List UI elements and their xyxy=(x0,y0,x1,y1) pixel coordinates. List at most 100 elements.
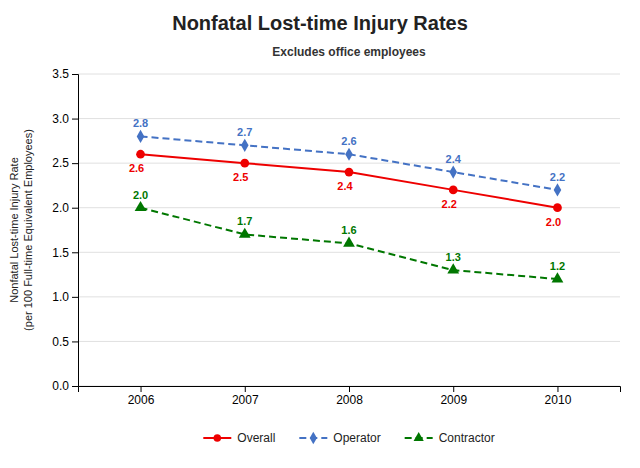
data-label: 2.2 xyxy=(550,171,565,183)
data-label: 2.8 xyxy=(133,117,148,129)
y-tick: 3.5 xyxy=(52,67,78,81)
line xyxy=(141,208,558,279)
legend-item: Contractor xyxy=(405,431,495,445)
data-label: 1.2 xyxy=(550,260,565,272)
x-tick-mark xyxy=(453,386,454,392)
data-label: 1.3 xyxy=(446,251,461,263)
plot-area: 2006 2007 2008 2009 2010 0.0 0.5 1.0 1.5 2.0 2.5 3.… xyxy=(52,67,620,406)
x-tick-label: 2006 xyxy=(128,393,155,407)
marks xyxy=(135,130,564,283)
marker xyxy=(343,237,355,247)
legend-symbol xyxy=(310,432,317,444)
y-axis-title-line: (per 100 Full-time Equivalent Employees) xyxy=(22,129,34,331)
y-axis-title: Nonfatal Lost-time Injury Rate(per 100 F… xyxy=(8,129,34,331)
data-label: 2.2 xyxy=(442,198,457,210)
data-label: 2.6 xyxy=(341,135,356,147)
x-tick-label: 2007 xyxy=(232,393,259,407)
y-axis-title-line: Nonfatal Lost-time Injury Rate xyxy=(8,157,20,303)
y-tick-label: 3.0 xyxy=(52,112,69,126)
grid-line xyxy=(78,118,620,119)
legend-symbol xyxy=(414,432,424,441)
legend-symbol xyxy=(214,434,222,442)
legend-label: Overall xyxy=(237,431,275,445)
y-tick: 1.0 xyxy=(52,290,78,304)
legend-item: Operator xyxy=(299,431,380,445)
data-label: 2.0 xyxy=(133,189,148,201)
x-tick: 2010 xyxy=(545,386,572,407)
marker xyxy=(553,203,562,212)
y-tick: 0.5 xyxy=(52,335,78,349)
marker xyxy=(239,228,251,238)
y-tick: 3.0 xyxy=(52,112,78,126)
subtitle: Excludes office employees xyxy=(272,45,426,59)
legend: Overall Operator Contractor xyxy=(203,431,494,445)
data-label: 2.4 xyxy=(337,180,353,192)
marker xyxy=(240,159,249,168)
data-labels: 2.6 2.5 2.4 2.2 2.0 2.8 2.7 2.6 2.4 2.2 2.0 1.7 1.6 1… xyxy=(129,117,565,272)
y-tick-label: 3.5 xyxy=(52,67,69,81)
y-tick-label: 1.5 xyxy=(52,246,69,260)
y-tick-label: 2.5 xyxy=(52,156,69,170)
y-tick-mark xyxy=(72,341,78,342)
marker xyxy=(345,168,354,177)
y-tick-mark xyxy=(72,74,78,75)
y-tick: 2.5 xyxy=(52,156,78,170)
marker xyxy=(449,186,458,195)
x-tick-mark xyxy=(245,386,246,392)
x-tick: 2007 xyxy=(232,386,259,407)
grid-line xyxy=(78,252,620,253)
grid-line xyxy=(78,296,620,297)
x-tick: 2008 xyxy=(336,386,363,407)
y-tick-mark xyxy=(72,163,78,164)
grid xyxy=(78,74,620,386)
y-tick: 2.0 xyxy=(52,201,78,215)
legend-label: Contractor xyxy=(439,431,495,445)
x-tick: 2006 xyxy=(128,386,155,407)
y-tick: 0.0 xyxy=(52,379,78,393)
y-tick: 1.5 xyxy=(52,246,78,260)
grid-line xyxy=(78,74,620,75)
y-tick-label: 1.0 xyxy=(52,290,69,304)
data-label: 2.4 xyxy=(446,153,462,165)
legend-label: Operator xyxy=(333,431,380,445)
y-tick-label: 0.0 xyxy=(52,379,69,393)
x-tick-label: 2009 xyxy=(440,393,467,407)
x-tick: 2009 xyxy=(440,386,467,407)
data-label: 2.0 xyxy=(546,216,561,228)
x-tick-mark xyxy=(557,386,558,392)
x-tick-label: 2008 xyxy=(336,393,363,407)
x-tick-mark xyxy=(141,386,142,392)
grid-line xyxy=(78,207,620,208)
x-axis-line xyxy=(79,387,621,393)
y-axis-line xyxy=(72,75,79,387)
marker xyxy=(136,150,145,159)
series xyxy=(135,201,564,283)
y-tick-mark xyxy=(72,297,78,298)
y-tick-mark xyxy=(72,119,78,120)
data-label: 2.6 xyxy=(129,162,144,174)
series xyxy=(137,130,562,197)
data-label: 1.7 xyxy=(237,215,252,227)
line xyxy=(141,154,558,207)
data-label: 2.7 xyxy=(237,126,252,138)
x-axis: 2006 2007 2008 2009 2010 xyxy=(79,386,621,407)
marker xyxy=(554,183,562,196)
y-tick-mark xyxy=(72,386,78,387)
marker xyxy=(241,139,249,152)
marker xyxy=(137,130,145,143)
title: Nonfatal Lost-time Injury Rates xyxy=(172,12,468,34)
data-label: 2.5 xyxy=(233,171,248,183)
marker xyxy=(447,263,459,273)
y-tick-mark xyxy=(72,252,78,253)
y-tick-label: 2.0 xyxy=(52,201,69,215)
marker xyxy=(449,165,457,178)
data-label: 1.6 xyxy=(341,224,356,236)
marker xyxy=(345,148,353,161)
x-tick-label: 2010 xyxy=(545,393,572,407)
y-axis: 0.0 0.5 1.0 1.5 2.0 2.5 3.0 3.5 xyxy=(52,67,78,393)
legend-item: Overall xyxy=(203,431,275,445)
grid-line xyxy=(78,163,620,164)
chart: Nonfatal Lost-time Injury Rates Excludes … xyxy=(0,0,640,468)
grid-line xyxy=(78,341,620,342)
y-tick-label: 0.5 xyxy=(52,335,69,349)
